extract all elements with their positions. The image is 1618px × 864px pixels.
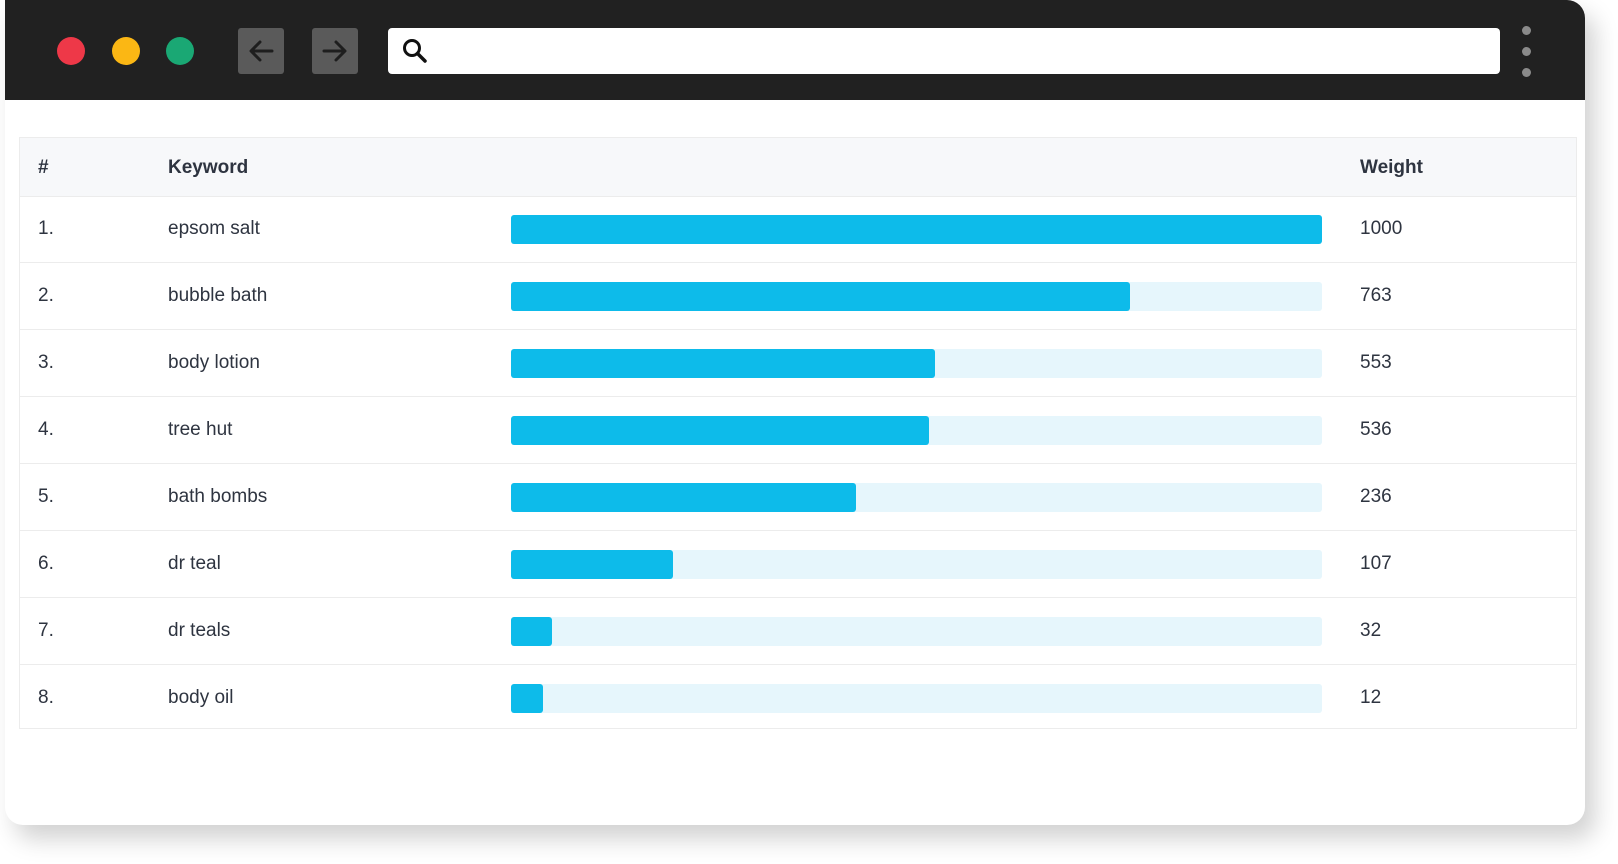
- browser-window: # Keyword Weight 1. epsom salt 1000 2. bubbl…: [5, 0, 1585, 825]
- table-row[interactable]: 3. body lotion 553: [20, 330, 1576, 397]
- forward-button[interactable]: [312, 28, 358, 74]
- arrow-right-icon: [322, 40, 347, 62]
- header-num: #: [38, 157, 49, 178]
- arrow-left-icon: [249, 40, 274, 62]
- row-number: 3.: [38, 352, 54, 373]
- weight-bar-fill: [511, 617, 552, 646]
- row-number: 5.: [38, 486, 54, 507]
- row-keyword: body oil: [168, 687, 234, 708]
- weight-bar-fill: [511, 349, 936, 378]
- maximize-dot[interactable]: [166, 37, 194, 65]
- table-row[interactable]: 6. dr teal 107: [20, 531, 1576, 598]
- table-row[interactable]: 1. epsom salt 1000: [20, 196, 1576, 263]
- table-header: # Keyword Weight: [20, 138, 1576, 197]
- table-row[interactable]: 2. bubble bath 763: [20, 263, 1576, 330]
- header-weight: Weight: [1360, 157, 1423, 178]
- weight-bar-fill: [511, 215, 1322, 244]
- row-weight: 553: [1360, 352, 1392, 373]
- row-keyword: body lotion: [168, 352, 260, 373]
- row-number: 2.: [38, 285, 54, 306]
- row-keyword: epsom salt: [168, 218, 260, 239]
- row-keyword: tree hut: [168, 419, 233, 440]
- weight-bar-track: [511, 483, 1322, 512]
- weight-bar-fill: [511, 282, 1130, 311]
- table-row[interactable]: 5. bath bombs 236: [20, 464, 1576, 531]
- minimize-dot[interactable]: [112, 37, 140, 65]
- weight-bar-track: [511, 617, 1322, 646]
- row-keyword: bath bombs: [168, 486, 268, 507]
- row-keyword: bubble bath: [168, 285, 268, 306]
- weight-bar-fill: [511, 684, 544, 713]
- table-row[interactable]: 8. body oil 12: [20, 665, 1576, 731]
- row-weight: 12: [1360, 687, 1382, 708]
- table-row[interactable]: 7. dr teals 32: [20, 598, 1576, 665]
- weight-bar-track: [511, 215, 1322, 244]
- weight-bar-track: [511, 550, 1322, 579]
- weight-bar-track: [511, 282, 1322, 311]
- more-vertical-icon[interactable]: [1520, 26, 1532, 78]
- row-weight: 236: [1360, 486, 1392, 507]
- row-weight: 107: [1360, 553, 1392, 574]
- row-keyword: dr teals: [168, 620, 231, 641]
- url-input[interactable]: [438, 36, 1482, 68]
- weight-bar-fill: [511, 416, 929, 445]
- weight-bar-track: [511, 416, 1322, 445]
- weight-bar-track: [511, 349, 1322, 378]
- row-weight: 536: [1360, 419, 1392, 440]
- keyword-table: # Keyword Weight 1. epsom salt 1000 2. bubbl…: [19, 137, 1577, 729]
- row-weight: 32: [1360, 620, 1382, 641]
- header-keyword: Keyword: [168, 157, 249, 178]
- weight-bar-fill: [511, 483, 857, 512]
- address-bar[interactable]: [388, 28, 1500, 74]
- row-number: 8.: [38, 687, 54, 708]
- row-weight: 1000: [1360, 218, 1403, 239]
- row-number: 6.: [38, 553, 54, 574]
- weight-bar-fill: [511, 550, 674, 579]
- row-weight: 763: [1360, 285, 1392, 306]
- search-icon: [403, 39, 427, 63]
- row-keyword: dr teal: [168, 553, 221, 574]
- browser-toolbar: [5, 0, 1585, 100]
- close-dot[interactable]: [57, 37, 85, 65]
- row-number: 1.: [38, 218, 54, 239]
- table-row[interactable]: 4. tree hut 536: [20, 397, 1576, 464]
- weight-bar-track: [511, 684, 1322, 713]
- row-number: 4.: [38, 419, 54, 440]
- back-button[interactable]: [238, 28, 284, 74]
- row-number: 7.: [38, 620, 54, 641]
